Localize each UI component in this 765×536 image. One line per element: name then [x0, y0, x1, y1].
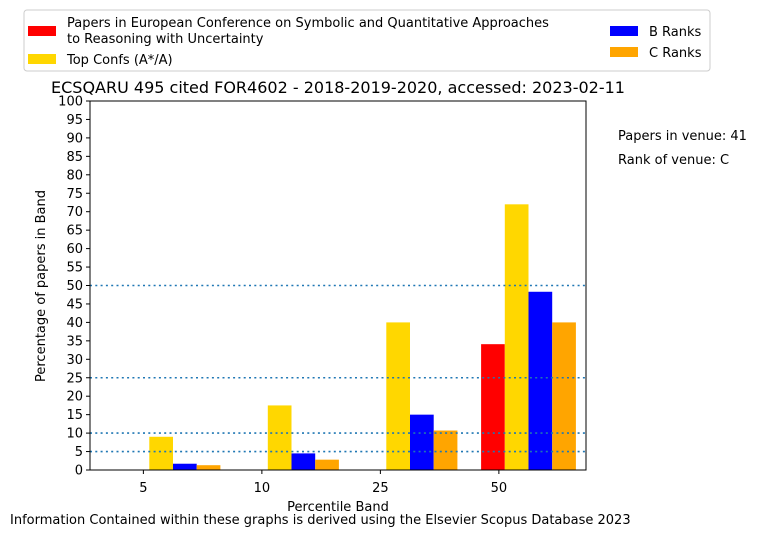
y-tick-label: 25 [66, 371, 83, 386]
y-tick-label: 60 [66, 242, 83, 257]
bar [196, 465, 221, 470]
plot-frame [89, 100, 587, 471]
bar [386, 322, 410, 470]
plot-area: 0 5 10 15 20 25 30 35 40 45 50 55 60 65 70 75 80 85 90 95 10… [58, 95, 586, 496]
source-footer: Information Contained within these graph… [10, 513, 631, 528]
venue-count-annotation: Papers in venue: 41 [618, 129, 747, 144]
bar [149, 436, 173, 470]
legend-swatch-b-ranks [610, 26, 638, 36]
y-tick-label: 100 [58, 95, 83, 110]
bar [552, 322, 576, 470]
y-tick-label: 30 [66, 353, 83, 368]
legend-swatch-c-ranks [610, 47, 638, 57]
legend-label-venue-line1: Papers in European Conference on Symboli… [67, 16, 549, 31]
y-tick-label: 5 [75, 445, 83, 460]
x-tick-label: 25 [372, 481, 389, 496]
y-tick-label: 10 [66, 427, 83, 442]
legend: Papers in European Conference on Symboli… [23, 9, 711, 72]
y-tick-label: 15 [66, 408, 83, 423]
y-tick-label: 80 [66, 168, 83, 183]
y-tick-label: 45 [66, 297, 83, 312]
bar [433, 430, 458, 470]
legend-label-venue-line2: to Reasoning with Uncertainty [67, 32, 264, 47]
y-tick-label: 65 [66, 224, 83, 239]
y-tick-label: 75 [66, 187, 83, 202]
y-tick-label: 85 [66, 150, 83, 165]
y-tick-label: 70 [66, 205, 83, 220]
y-tick-label: 50 [66, 279, 83, 294]
bar [315, 459, 339, 470]
x-tick-label: 10 [254, 481, 271, 496]
y-tick-label: 90 [66, 131, 83, 146]
x-tick-label: 50 [491, 481, 508, 496]
bar [267, 405, 292, 470]
y-tick-label: 0 [75, 464, 83, 479]
legend-swatch-top-confs [28, 54, 56, 64]
bar [410, 414, 434, 470]
y-tick-label: 95 [66, 113, 83, 128]
legend-label-c-ranks: C Ranks [649, 46, 702, 61]
bar [481, 344, 505, 470]
legend-swatch-venue [28, 26, 56, 36]
y-tick-label: 40 [66, 316, 83, 331]
x-axis-label: Percentile Band [287, 500, 389, 515]
bar [528, 291, 553, 470]
chart-title: ECSQARU 495 cited FOR4602 - 2018-2019-20… [51, 78, 625, 97]
y-axis-label: Percentage of papers in Band [34, 190, 49, 382]
bar [291, 453, 316, 470]
legend-frame [23, 9, 711, 72]
x-tick-label: 5 [139, 481, 147, 496]
bar [504, 204, 529, 470]
y-tick-label: 20 [66, 390, 83, 405]
venue-rank-annotation: Rank of venue: C [618, 153, 729, 168]
y-tick-label: 35 [66, 334, 83, 349]
bar [173, 463, 197, 470]
y-tick-label: 55 [66, 261, 83, 276]
legend-label-top-confs: Top Confs (A*/A) [66, 53, 173, 68]
legend-label-b-ranks: B Ranks [649, 25, 702, 40]
